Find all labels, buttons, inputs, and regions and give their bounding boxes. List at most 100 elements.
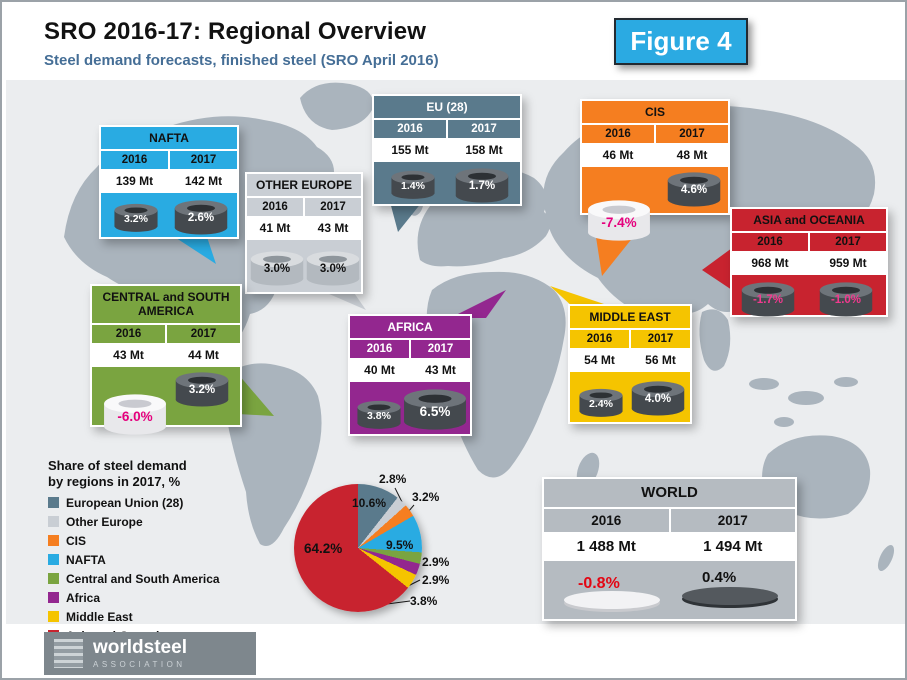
growth-cylinder-2017: 6.5% — [402, 386, 468, 432]
worldsteel-logo: worldsteel ASSOCIATION — [44, 632, 256, 675]
island-new-zealand — [877, 545, 895, 571]
region-title: CIS — [582, 101, 728, 124]
island — [834, 377, 858, 387]
world-growth-disc-2016 — [564, 591, 660, 612]
logo-name: worldsteel — [93, 637, 187, 658]
region-title: EU (28) — [374, 96, 520, 119]
legend-label: Central and South America — [66, 571, 220, 586]
year-header-2016: 2016 — [544, 509, 669, 532]
year-header-2017: 2017 — [167, 324, 240, 343]
growth-value-2017: 2.6% — [187, 212, 215, 225]
demand-2017: 959 Mt — [810, 253, 886, 274]
tail-other-europe — [320, 290, 366, 310]
legend-swatch — [48, 573, 59, 584]
legend-item-cis: CIS — [48, 534, 220, 548]
growth-area: 2.4% 4.0% — [570, 372, 690, 423]
growth-area: 1.4% 1.7% — [374, 162, 520, 205]
region-title: ASIA and OCEANIA — [732, 209, 886, 232]
region-title: WORLD — [544, 479, 795, 507]
growth-cylinder-2017: 3.0% — [305, 248, 361, 288]
growth-value-2016: 3.0% — [263, 263, 291, 276]
pie-value-european-union: 10.6% — [352, 496, 387, 510]
growth-cylinder-2017: 4.0% — [630, 378, 686, 418]
demand-2016: 41 Mt — [247, 218, 303, 239]
legend-title-line-1: Share of steel demand — [48, 458, 187, 473]
region-box-central-south-america: CENTRAL and SOUTH AMERICA 2016 2017 43 M… — [90, 284, 242, 435]
year-header-2016: 2016 — [101, 151, 168, 170]
region-title: OTHER EUROPE — [247, 174, 361, 197]
pie-value-middle-east: 3.8% — [410, 594, 438, 608]
legend-swatch — [48, 497, 59, 508]
growth-cylinder-2017: -1.0% — [818, 279, 874, 319]
growth-cylinder-2016: 3.0% — [249, 248, 305, 288]
year-header-2017: 2017 — [656, 125, 728, 144]
demand-2017: 48 Mt — [656, 145, 728, 166]
region-title: NAFTA — [101, 127, 237, 150]
growth-value-2016: 2.4% — [589, 398, 613, 411]
growth-cylinder-2016: 3.8% — [356, 398, 402, 431]
growth-value-2016: 3.2% — [124, 213, 148, 226]
growth-value-2016: 1.4% — [401, 180, 425, 193]
tail-eu — [390, 202, 422, 232]
growth-area: 3.0% 3.0% — [247, 240, 361, 293]
demand-2017: 43 Mt — [305, 218, 361, 239]
legend-label: NAFTA — [66, 552, 106, 567]
region-title: AFRICA — [350, 316, 470, 339]
growth-cylinder-2017: 2.6% — [173, 197, 229, 237]
pie-value-other-europe: 2.8% — [379, 472, 407, 486]
demand-2017: 56 Mt — [631, 350, 690, 371]
demand-2016: 968 Mt — [732, 253, 808, 274]
world-growth-disc-2017 — [682, 587, 778, 608]
demand-2016: 43 Mt — [92, 344, 165, 365]
tail-asia — [702, 248, 732, 290]
demand-2017: 158 Mt — [448, 140, 520, 161]
region-box-eu-28: EU (28) 2016 2017 155 Mt 158 Mt 1.4% 1.7… — [372, 94, 522, 207]
demand-2016: 139 Mt — [101, 171, 168, 192]
pie-value-nafta: 9.5% — [386, 538, 414, 552]
demand-2016: 54 Mt — [570, 350, 629, 371]
legend-swatch — [48, 611, 59, 622]
growth-cylinder-2016: 1.4% — [390, 168, 436, 201]
demand-2017: 1 494 Mt — [670, 534, 795, 559]
growth-value-2017: 6.5% — [419, 404, 451, 420]
year-header-2016: 2016 — [247, 198, 303, 217]
demand-2016: 46 Mt — [582, 145, 654, 166]
demand-2016: 40 Mt — [350, 360, 409, 381]
growth-value-2017: -1.0% — [830, 294, 862, 307]
island — [788, 391, 824, 405]
region-title: CENTRAL and SOUTH AMERICA — [92, 286, 240, 323]
growth-value-2016: 3.8% — [367, 410, 391, 423]
legend-item-nafta: NAFTA — [48, 553, 220, 567]
demand-2016: 1 488 Mt — [544, 534, 669, 559]
legend-label: Middle East — [66, 609, 133, 624]
growth-value-2016: -0.8% — [578, 575, 620, 592]
year-header-2017: 2017 — [810, 233, 886, 252]
growth-area: -6.0% 3.2% — [92, 366, 240, 435]
legend-label: CIS — [66, 533, 87, 548]
legend-item-middle-east: Middle East — [48, 610, 220, 624]
page-title: SRO 2016-17: Regional Overview — [44, 18, 427, 45]
year-header-2016: 2016 — [350, 340, 409, 359]
tail-nafta — [170, 234, 216, 264]
island — [749, 378, 779, 390]
legend-label: European Union (28) — [66, 495, 184, 510]
growth-cylinder-2017: 3.2% — [174, 369, 230, 409]
region-title: MIDDLE EAST — [570, 306, 690, 329]
growth-value-2017: 1.7% — [468, 180, 496, 193]
logo-subtext: ASSOCIATION — [93, 660, 186, 669]
year-header-2017: 2017 — [670, 509, 795, 532]
growth-value-2017: 3.0% — [319, 263, 347, 276]
growth-value-2017: 4.0% — [644, 393, 672, 406]
demand-2017: 44 Mt — [167, 344, 240, 365]
pie-chart — [294, 484, 422, 612]
year-header-2016: 2016 — [374, 120, 446, 139]
page-subtitle: Steel demand forecasts, finished steel (… — [44, 52, 439, 69]
growth-area: -1.7% -1.0% — [732, 275, 886, 317]
year-header-2017: 2017 — [170, 151, 237, 170]
year-header-2017: 2017 — [448, 120, 520, 139]
pie-value-central-south-america: 2.9% — [422, 555, 450, 569]
demand-2017: 43 Mt — [411, 360, 470, 381]
legend-item-other-europe: Other Europe — [48, 515, 220, 529]
pie-legend: Share of steel demand by regions in 2017… — [48, 458, 220, 643]
